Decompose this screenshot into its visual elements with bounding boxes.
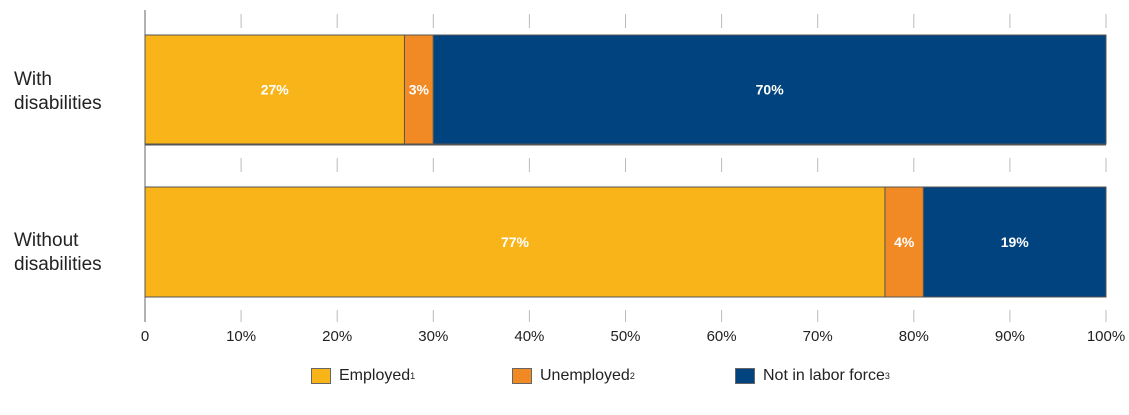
data-label: 77% — [501, 234, 530, 250]
bar-segment-not-in-labor-force — [432, 34, 1107, 145]
category-label: With disabilities — [14, 69, 102, 114]
x-tick-label: 80% — [899, 328, 929, 345]
data-label: 70% — [756, 82, 785, 98]
data-label: 19% — [1001, 234, 1030, 250]
legend-swatch — [512, 368, 532, 384]
legend-footnote: 2 — [629, 371, 635, 381]
legend-label: Not in labor force — [763, 367, 885, 384]
x-tick-label: 10% — [226, 328, 256, 345]
legend-swatch — [311, 368, 331, 384]
x-tick-label: 30% — [418, 328, 448, 345]
legend-swatch — [735, 368, 755, 384]
bar-segment-employed — [144, 186, 886, 298]
legend-label: Unemployed — [540, 367, 630, 384]
x-tick-label: 70% — [803, 328, 833, 345]
data-label: 4% — [894, 234, 915, 250]
x-tick-label: 60% — [707, 328, 737, 345]
x-tick-label: 20% — [322, 328, 352, 345]
category-label: Without disabilities — [14, 230, 102, 275]
data-label: 3% — [409, 82, 430, 98]
x-tick-label: 100% — [1087, 328, 1125, 345]
x-tick-label: 50% — [610, 328, 640, 345]
data-label: 27% — [261, 82, 290, 98]
legend-footnote: 1 — [410, 371, 416, 381]
x-tick-label: 0 — [141, 328, 149, 345]
legend-footnote: 3 — [884, 371, 890, 381]
legend-item: Not in labor force 3 — [735, 364, 890, 388]
x-tick-label: 40% — [514, 328, 544, 345]
legend-item: Unemployed 2 — [512, 364, 635, 388]
legend-item: Employed 1 — [311, 364, 415, 388]
bar-chart: 27% 3% 70% 77% 4% 19% 0 10% 20% 30% 40% 50% 60% 70% 80… — [141, 10, 1125, 345]
bar-segment-unemployed — [884, 186, 924, 298]
legend-label: Employed — [339, 367, 411, 384]
bar-segment-employed — [144, 34, 405, 145]
x-tick-label: 90% — [995, 328, 1025, 345]
bar-segment-not-in-labor-force — [922, 186, 1107, 298]
